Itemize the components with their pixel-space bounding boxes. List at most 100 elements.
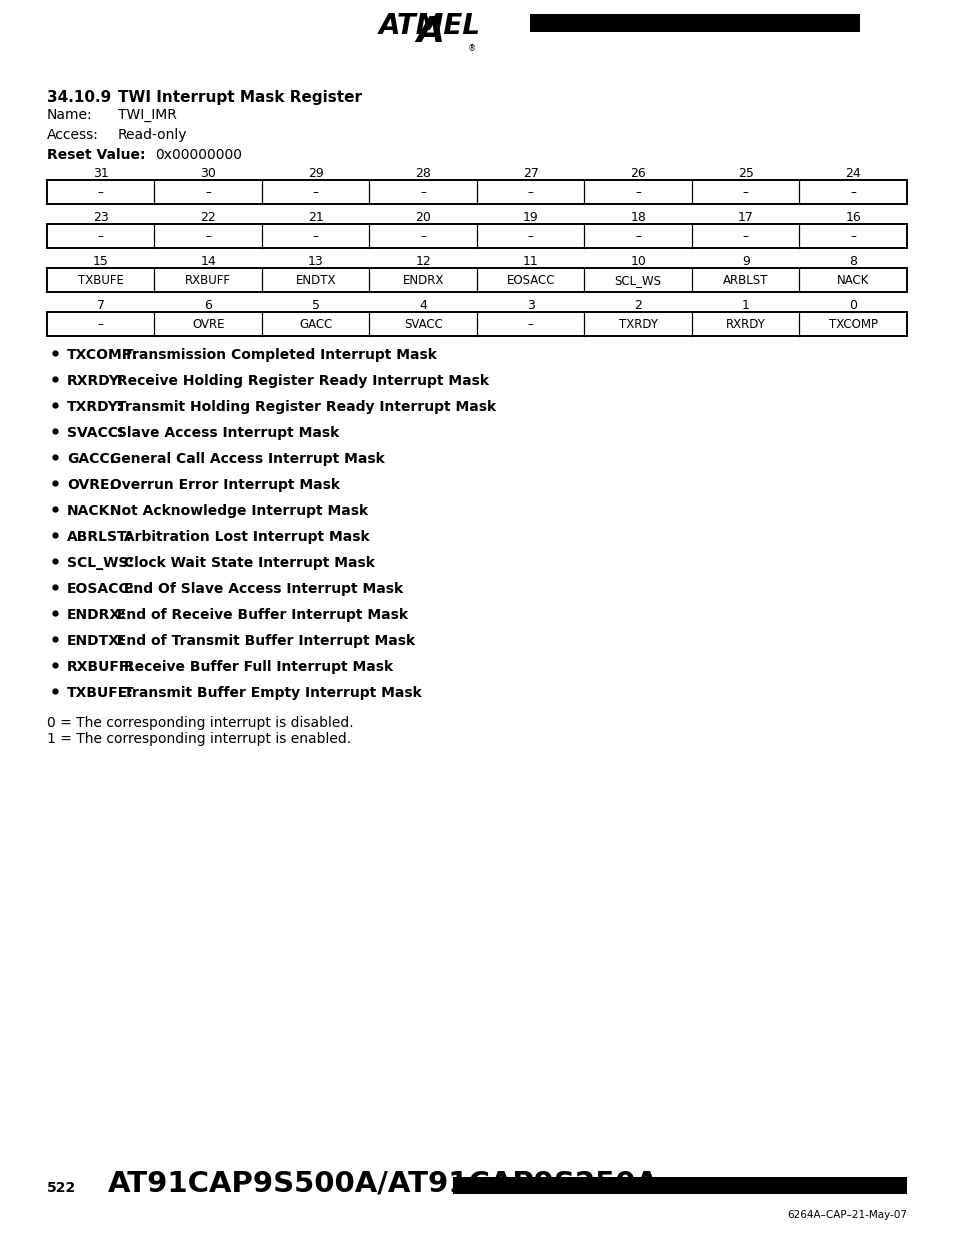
Text: ABRLST:: ABRLST: (67, 530, 132, 543)
Text: RXRDY:: RXRDY: (67, 374, 124, 388)
Text: 12: 12 (415, 254, 431, 268)
Text: 6264A–CAP–21-May-07: 6264A–CAP–21-May-07 (786, 1210, 906, 1220)
Text: 31: 31 (92, 167, 109, 180)
Text: 20: 20 (415, 211, 431, 224)
Bar (530, 14, 859, 32)
Text: Slave Access Interrupt Mask: Slave Access Interrupt Mask (112, 426, 338, 440)
Text: A: A (416, 15, 443, 49)
Text: 8: 8 (848, 254, 857, 268)
Text: EOSACC:: EOSACC: (67, 582, 135, 597)
Text: ENDRX: ENDRX (402, 274, 443, 288)
Text: –: – (635, 186, 640, 200)
Text: –: – (635, 231, 640, 243)
Text: Transmit Buffer Empty Interrupt Mask: Transmit Buffer Empty Interrupt Mask (118, 685, 421, 700)
Text: GACC: GACC (298, 319, 332, 331)
Text: –: – (527, 231, 533, 243)
Text: –: – (849, 231, 855, 243)
Text: 4: 4 (419, 299, 427, 312)
Text: –: – (742, 231, 748, 243)
Text: –: – (205, 186, 211, 200)
Text: 23: 23 (92, 211, 109, 224)
Text: RXBUFF: RXBUFF (185, 274, 231, 288)
Text: 15: 15 (92, 254, 109, 268)
Text: 30: 30 (200, 167, 216, 180)
Text: TXRDY:: TXRDY: (67, 400, 123, 414)
Text: Reset Value:: Reset Value: (47, 148, 146, 162)
Text: 13: 13 (308, 254, 323, 268)
Text: 34.10.9: 34.10.9 (47, 90, 112, 105)
Bar (47, 224, 906, 248)
Text: 3: 3 (526, 299, 534, 312)
Text: 22: 22 (200, 211, 216, 224)
Text: ATMEL: ATMEL (378, 12, 480, 40)
Text: 5: 5 (312, 299, 319, 312)
Text: 21: 21 (308, 211, 323, 224)
Text: 1 = The corresponding interrupt is enabled.: 1 = The corresponding interrupt is enabl… (47, 732, 351, 746)
Bar (47, 268, 906, 291)
Text: SCL_WS: SCL_WS (614, 274, 661, 288)
Text: –: – (313, 231, 318, 243)
Bar (47, 312, 906, 336)
Text: 24: 24 (844, 167, 861, 180)
Text: –: – (313, 186, 318, 200)
Text: –: – (742, 186, 748, 200)
Text: SCL_WS:: SCL_WS: (67, 556, 133, 571)
Text: 14: 14 (200, 254, 216, 268)
Text: ARBLST: ARBLST (722, 274, 767, 288)
Text: RXRDY: RXRDY (725, 319, 765, 331)
Text: TXCOMP: TXCOMP (828, 319, 877, 331)
Text: 11: 11 (522, 254, 538, 268)
Text: 10: 10 (630, 254, 645, 268)
Text: –: – (849, 186, 855, 200)
Text: 25: 25 (737, 167, 753, 180)
Text: –: – (527, 319, 533, 331)
Text: ENDTX: ENDTX (295, 274, 335, 288)
Text: SVACC:: SVACC: (67, 426, 123, 440)
Text: Transmission Completed Interrupt Mask: Transmission Completed Interrupt Mask (118, 348, 436, 362)
Text: RXBUFF:: RXBUFF: (67, 659, 134, 674)
Text: 522: 522 (47, 1181, 76, 1195)
Text: 6: 6 (204, 299, 212, 312)
Text: EOSACC: EOSACC (506, 274, 555, 288)
Text: –: – (420, 231, 426, 243)
Text: 7: 7 (96, 299, 105, 312)
Text: OVRE:: OVRE: (67, 478, 115, 492)
Text: Access:: Access: (47, 128, 99, 142)
Text: 2: 2 (634, 299, 641, 312)
Text: NACK:: NACK: (67, 504, 115, 517)
Bar (47, 180, 906, 204)
Text: Transmit Holding Register Ready Interrupt Mask: Transmit Holding Register Ready Interrup… (112, 400, 496, 414)
Text: 29: 29 (308, 167, 323, 180)
Text: TWI_IMR: TWI_IMR (118, 107, 176, 122)
Text: GACC:: GACC: (67, 452, 115, 466)
Text: –: – (98, 186, 104, 200)
Text: ®: ® (468, 44, 476, 53)
Text: Receive Buffer Full Interrupt Mask: Receive Buffer Full Interrupt Mask (118, 659, 393, 674)
Text: TXBUFE: TXBUFE (78, 274, 124, 288)
Text: –: – (205, 231, 211, 243)
Text: –: – (527, 186, 533, 200)
Text: NACK: NACK (836, 274, 868, 288)
Text: Name:: Name: (47, 107, 92, 122)
Text: Not Acknowledge Interrupt Mask: Not Acknowledge Interrupt Mask (105, 504, 368, 517)
Text: TXRDY: TXRDY (618, 319, 657, 331)
Text: TXCOMP:: TXCOMP: (67, 348, 138, 362)
Bar (453, 1177, 906, 1194)
Text: ENDRX:: ENDRX: (67, 608, 127, 622)
Text: Clock Wait State Interrupt Mask: Clock Wait State Interrupt Mask (118, 556, 375, 571)
Text: 27: 27 (522, 167, 538, 180)
Text: –: – (98, 231, 104, 243)
Text: 0: 0 (848, 299, 857, 312)
Text: End Of Slave Access Interrupt Mask: End Of Slave Access Interrupt Mask (118, 582, 402, 597)
Text: TXBUFE:: TXBUFE: (67, 685, 133, 700)
Text: –: – (420, 186, 426, 200)
Text: Arbitration Lost Interrupt Mask: Arbitration Lost Interrupt Mask (118, 530, 369, 543)
Text: ENDTX:: ENDTX: (67, 634, 126, 648)
Text: 16: 16 (844, 211, 861, 224)
Text: 0x00000000: 0x00000000 (154, 148, 242, 162)
Text: 26: 26 (630, 167, 645, 180)
Text: 28: 28 (415, 167, 431, 180)
Text: Read-only: Read-only (118, 128, 188, 142)
Text: OVRE: OVRE (192, 319, 224, 331)
Text: End of Transmit Buffer Interrupt Mask: End of Transmit Buffer Interrupt Mask (112, 634, 415, 648)
